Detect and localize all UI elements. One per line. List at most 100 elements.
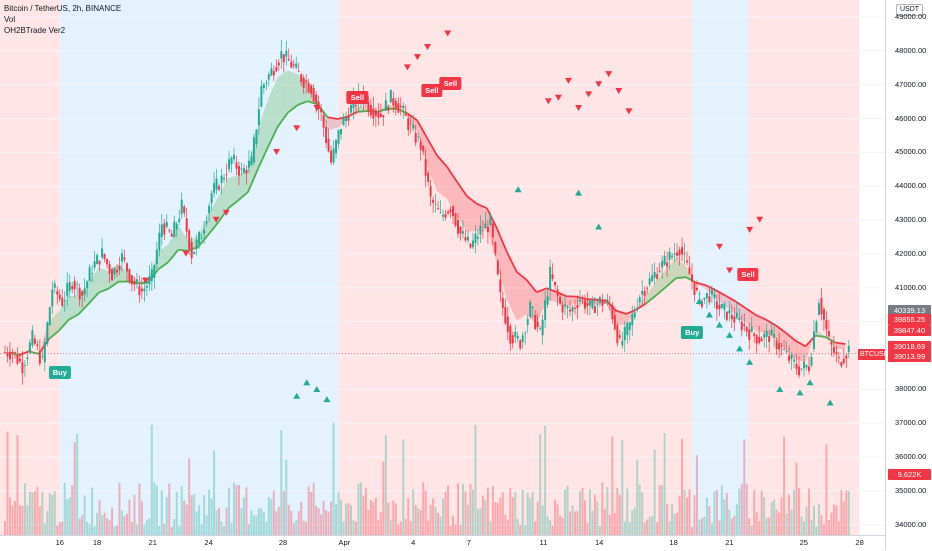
- volume-bar-231: [579, 491, 581, 535]
- volume-bar-167: [420, 510, 422, 535]
- candle-body-236: [591, 298, 593, 308]
- candle-body-210: [527, 319, 529, 325]
- candle-body-256: [641, 291, 643, 295]
- candle-body-18: [49, 307, 51, 325]
- volume-bar-0: [4, 521, 6, 535]
- price-tick-12: 37000.00: [895, 418, 926, 427]
- candle-body-41: [106, 259, 108, 264]
- volume-bar-88: [223, 526, 225, 535]
- legend-vol[interactable]: Vol: [4, 14, 121, 25]
- candle-body-211: [529, 302, 531, 317]
- candle-body-192: [482, 230, 484, 231]
- volume-bar-274: [686, 498, 688, 535]
- volume-bar-203: [509, 488, 511, 535]
- volume-bar-36: [94, 526, 96, 535]
- volume-bar-74: [188, 459, 190, 535]
- candle-body-130: [328, 139, 330, 152]
- volume-bar-84: [213, 451, 215, 535]
- candle-body-183: [460, 227, 462, 234]
- volume-bar-230: [576, 511, 578, 535]
- volume-bar-101: [255, 515, 257, 535]
- chart-area[interactable]: Bitcoin / TetherUS, 2h, BINANCE Vol OH2B…: [0, 0, 885, 535]
- legend-indicator[interactable]: OH2BTrade Ver2: [4, 25, 121, 36]
- volume-bar-66: [168, 483, 170, 535]
- candle-body-217: [544, 300, 546, 320]
- candle-body-170: [427, 173, 429, 182]
- legend-symbol[interactable]: Bitcoin / TetherUS, 2h, BINANCE: [4, 3, 121, 14]
- candle-body-156: [392, 98, 394, 105]
- volume-bar-313: [783, 437, 785, 535]
- price-tick-3: 46000.00: [895, 114, 926, 123]
- candle-body-269: [674, 254, 676, 255]
- volume-bar-178: [447, 485, 449, 535]
- volume-bar-235: [589, 489, 591, 535]
- candle-body-259: [649, 278, 651, 284]
- candle-body-177: [445, 214, 447, 217]
- volume-bar-98: [248, 524, 250, 535]
- volume-bar-168: [422, 482, 424, 535]
- volume-bar-300: [751, 525, 753, 535]
- volume-bar-219: [549, 520, 551, 535]
- candle-body-202: [507, 317, 509, 333]
- candle-body-7: [21, 362, 23, 373]
- candle-body-338: [845, 356, 847, 359]
- candle-body-258: [646, 288, 648, 289]
- volume-bar-330: [825, 444, 827, 535]
- volume-bar-72: [183, 501, 185, 535]
- candle-body-92: [233, 155, 235, 159]
- candle-body-252: [631, 314, 633, 325]
- volume-bar-67: [171, 527, 173, 535]
- volume-bar-257: [644, 523, 646, 535]
- candle-body-78: [198, 232, 200, 244]
- volume-bar-149: [375, 498, 377, 535]
- candle-body-246: [616, 325, 618, 343]
- volume-bar-37: [96, 513, 98, 535]
- volume-bar-43: [111, 508, 113, 535]
- candle-body-315: [788, 356, 790, 361]
- candle-body-270: [676, 252, 678, 256]
- ema-slow-segment-35: [357, 111, 367, 112]
- candle-body-324: [810, 357, 812, 366]
- volume-bar-184: [462, 484, 464, 535]
- candle-body-154: [387, 107, 389, 111]
- volume-bar-242: [606, 487, 608, 535]
- volume-bar-58: [148, 518, 150, 535]
- volume-bar-213: [534, 522, 536, 535]
- candle-body-51: [131, 275, 133, 284]
- candle-body-262: [656, 274, 658, 279]
- volume-bar-227: [569, 512, 571, 535]
- candle-body-32: [84, 289, 86, 295]
- candle-body-39: [101, 248, 103, 257]
- volume-bar-187: [469, 484, 471, 535]
- volume-bar-155: [390, 520, 392, 535]
- candle-body-42: [109, 264, 111, 274]
- candle-body-131: [330, 151, 332, 163]
- volume-bar-106: [268, 497, 270, 535]
- price-tick-4: 45000.00: [895, 147, 926, 156]
- candle-body-184: [462, 231, 464, 233]
- candle-body-325: [813, 331, 815, 348]
- candle-body-180: [452, 207, 454, 216]
- candle-body-71: [181, 200, 183, 215]
- volume-bar-87: [221, 522, 223, 535]
- candle-body-300: [751, 327, 753, 332]
- candle-body-275: [689, 268, 691, 275]
- volume-bar-26: [69, 498, 71, 535]
- candle-body-176: [442, 215, 444, 217]
- volume-bar-54: [138, 483, 140, 535]
- candle-body-99: [250, 156, 252, 165]
- candle-body-25: [66, 283, 68, 296]
- volume-bar-14: [39, 506, 41, 535]
- volume-bar-159: [400, 522, 402, 535]
- candle-body-110: [278, 63, 280, 66]
- volume-bar-308: [771, 502, 773, 535]
- volume-bar-304: [761, 491, 763, 535]
- volume-bar-131: [330, 501, 332, 535]
- volume-bar-262: [656, 522, 658, 535]
- volume-bar-237: [594, 495, 596, 535]
- candle-body-49: [126, 263, 128, 271]
- volume-bar-174: [437, 513, 439, 535]
- volume-bar-48: [123, 516, 125, 535]
